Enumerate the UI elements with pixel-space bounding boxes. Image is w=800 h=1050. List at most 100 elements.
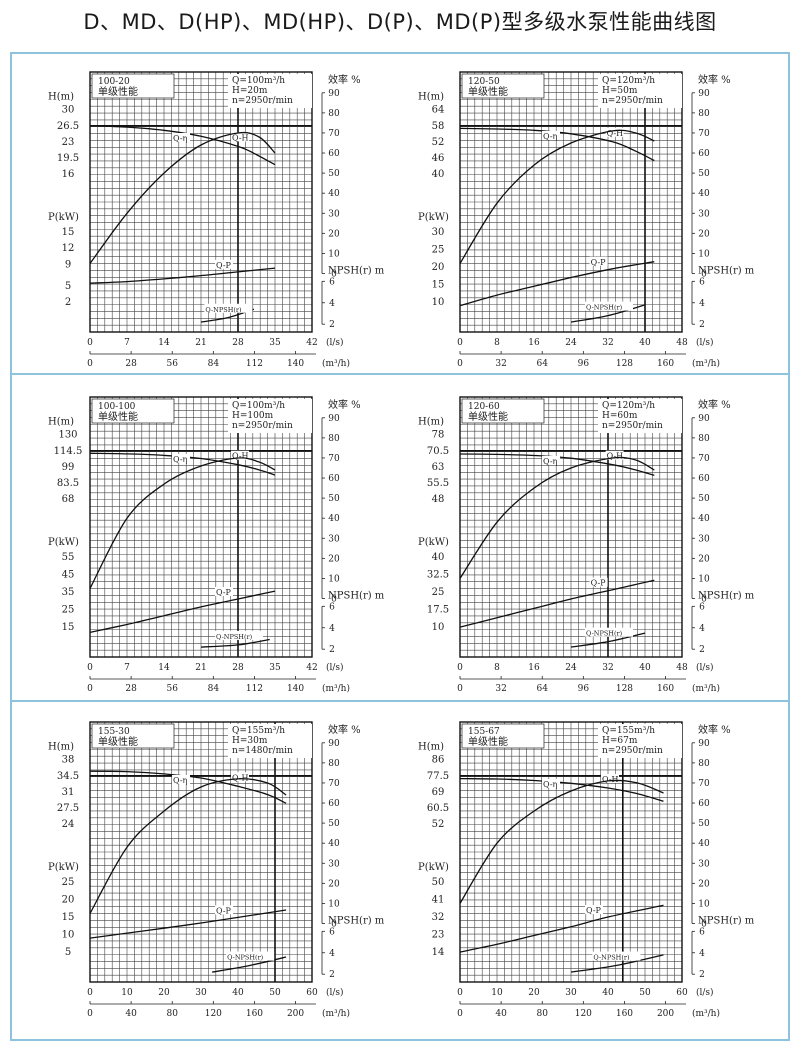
p-tick-20: 20	[62, 894, 75, 905]
series-label: Q-H	[232, 133, 249, 142]
series-label: Q-η	[173, 455, 188, 464]
npsh-tick-2: 2	[699, 970, 705, 980]
eff-tick-50: 50	[698, 169, 710, 179]
series-label-bg	[542, 778, 560, 788]
model-label: 100-100	[98, 402, 136, 412]
x-tick-0: 0	[457, 663, 463, 673]
series-label: Q-H	[607, 129, 624, 138]
spec-box	[228, 724, 312, 758]
series-label: Q-NPSH(r)	[586, 630, 623, 638]
spec-2: n=1480r/min	[232, 746, 293, 756]
eff-tick-40: 40	[698, 514, 710, 524]
eff-tick-80: 80	[328, 759, 340, 769]
series-label: Q-P	[591, 258, 607, 267]
h-tick-69: 69	[432, 787, 445, 798]
series-qp	[89, 909, 287, 939]
series-label-bg	[592, 951, 641, 961]
series-label-bg	[585, 905, 603, 914]
series-label: Q-NPSH(r)	[216, 633, 253, 641]
x-tick-16: 16	[528, 663, 540, 673]
p-tick-32: 32	[432, 912, 445, 923]
eff-tick-80: 80	[698, 434, 710, 444]
x-unit: (l/s)	[326, 337, 344, 348]
row-divider-2	[10, 700, 790, 702]
p-tick-45: 45	[62, 569, 75, 580]
h-axis-label: H(m)	[48, 92, 74, 103]
p-tick-15: 15	[432, 280, 445, 291]
h-axis-label: H(m)	[418, 92, 444, 103]
series-q	[459, 456, 655, 579]
eff-tick-0: 0	[701, 920, 707, 930]
h-tick-114.5: 114.5	[54, 446, 83, 457]
p-tick-55: 55	[62, 552, 75, 563]
chart-100-20: 100-20 单级性能 Q=100m³/h H=20m n=2950r/min H(m) 3…	[40, 60, 400, 370]
npsh-tick-2: 2	[329, 970, 335, 980]
h-tick-52: 52	[432, 137, 445, 148]
h-axis-label: H(m)	[48, 417, 74, 428]
p-tick-23: 23	[432, 930, 445, 941]
p-tick-32.5: 32.5	[427, 569, 449, 580]
model-sub-label: 单级性能	[468, 735, 508, 748]
x-tick-0: 0	[87, 338, 93, 348]
h-axis-label: H(m)	[418, 742, 444, 753]
eff-tick-60: 60	[328, 149, 340, 159]
p-tick-40: 40	[432, 552, 445, 563]
npsh-axis-label: NPSH(r) m	[328, 590, 385, 601]
plot-frame	[459, 721, 683, 983]
h-tick-77.5: 77.5	[427, 771, 449, 782]
npsh-tick-6: 6	[699, 602, 705, 612]
x-tick-10: 10	[491, 988, 503, 998]
series-label: Q-P	[216, 261, 232, 270]
series-qh	[459, 127, 655, 162]
npsh-tick-4: 4	[329, 624, 335, 634]
series-label: Q-η	[173, 134, 188, 143]
series-label-bg	[605, 450, 624, 460]
x2-tick-80: 80	[536, 1009, 548, 1019]
spec-box	[228, 74, 312, 108]
model-sub-label: 单级性能	[468, 85, 508, 98]
x2-tick-112: 112	[246, 684, 263, 694]
npsh-tick-6: 6	[329, 277, 335, 287]
p-tick-15: 15	[62, 622, 75, 633]
spec-0: Q=100m³/h	[232, 401, 285, 411]
p-tick-25: 25	[62, 877, 75, 888]
x-tick-42: 42	[306, 663, 317, 673]
npsh-tick-2: 2	[699, 320, 705, 330]
spec-1: H=20m	[232, 86, 268, 96]
h-tick-70.5: 70.5	[427, 446, 449, 457]
h-tick-16: 16	[62, 169, 75, 180]
x-tick-0: 0	[87, 988, 93, 998]
eff-tick-10: 10	[328, 249, 340, 259]
spec-1: H=60m	[602, 411, 638, 421]
x2-tick-160: 160	[657, 359, 674, 369]
spec-0: Q=100m³/h	[232, 76, 285, 86]
series-label: Q-P	[591, 579, 607, 588]
h-tick-23: 23	[62, 137, 75, 148]
spec-box	[228, 399, 312, 433]
x2-unit: (m³/h)	[692, 1008, 720, 1019]
series-label: Q-NPSH(r)	[205, 306, 242, 314]
eff-tick-10: 10	[698, 899, 710, 909]
h-tick-86: 86	[432, 755, 445, 766]
eff-tick-10: 10	[328, 899, 340, 909]
x2-tick-96: 96	[578, 684, 590, 694]
x-tick-48: 48	[676, 663, 688, 673]
series-qh	[89, 770, 287, 804]
h-tick-38: 38	[62, 755, 75, 766]
h-tick-78: 78	[432, 430, 445, 441]
series-label: Q-H	[602, 775, 619, 784]
p-tick-35: 35	[62, 587, 75, 598]
p-tick-50: 50	[432, 877, 445, 888]
eff-tick-0: 0	[701, 270, 707, 280]
eff-tick-0: 0	[331, 595, 337, 605]
model-box	[461, 398, 545, 424]
p-axis-label: P(kW)	[418, 537, 449, 548]
x2-tick-40: 40	[125, 1009, 137, 1019]
x2-unit: (m³/h)	[322, 358, 350, 369]
series-label-bg	[172, 774, 190, 784]
p-tick-25: 25	[62, 605, 75, 616]
h-tick-31: 31	[62, 787, 75, 798]
chart-155-67: 155-67 单级性能 Q=155m³/h H=67m n=2950r/min H(m) 8…	[410, 710, 770, 1020]
x2-tick-28: 28	[125, 684, 137, 694]
